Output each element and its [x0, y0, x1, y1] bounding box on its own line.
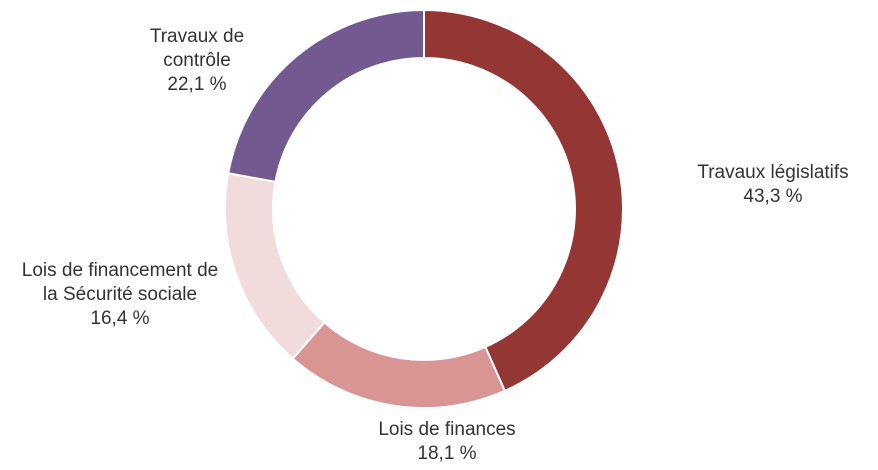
value-label: 22,1 %: [167, 74, 227, 95]
value-label: 43,3 %: [743, 186, 803, 207]
slice-label: Lois de financement de la Sécurité socia…: [15, 259, 225, 331]
value-label: 18,1 %: [417, 443, 477, 464]
donut-slice: [227, 8, 425, 184]
category-label: Travaux de contrôle: [149, 26, 245, 71]
category-label: Lois de financement de la Sécurité socia…: [21, 260, 219, 305]
slice-label: Travaux législatifs 43,3 %: [663, 161, 878, 209]
category-label: Lois de finances: [378, 419, 516, 440]
donut-slice: [224, 172, 326, 361]
slice-label: Lois de finances 18,1 %: [337, 418, 557, 466]
value-label: 16,4 %: [90, 308, 150, 329]
donut-slice: [423, 8, 624, 393]
slice-label: Travaux de contrôle 22,1 %: [122, 25, 272, 97]
category-label: Travaux législatifs: [697, 162, 849, 183]
donut-slice: [291, 321, 507, 409]
